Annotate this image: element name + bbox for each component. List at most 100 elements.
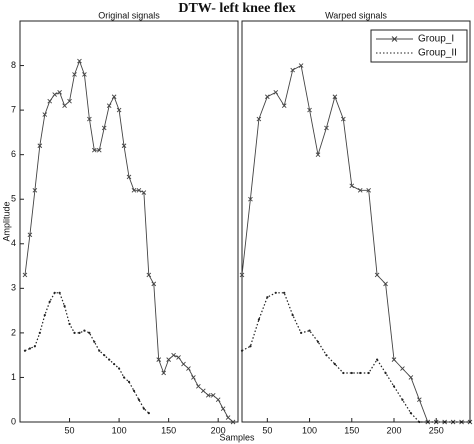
- x-tick-label: 100: [302, 425, 317, 435]
- y-tick-label: 5: [11, 194, 16, 204]
- data-point: [93, 340, 96, 343]
- data-point: [274, 291, 277, 294]
- data-point: [127, 380, 131, 383]
- data-point: [298, 63, 304, 68]
- data-point: [257, 318, 260, 321]
- y-axis-label: Amplitude: [1, 201, 11, 241]
- data-point: [62, 103, 67, 108]
- data-point: [181, 361, 186, 367]
- data-point: [101, 125, 107, 131]
- subplot-title: Warped signals: [325, 10, 387, 20]
- data-point: [146, 272, 152, 278]
- y-tick-label: 0: [11, 416, 16, 426]
- data-point: [273, 89, 279, 95]
- data-point: [161, 370, 167, 376]
- data-point: [391, 357, 397, 362]
- data-point: [332, 94, 338, 100]
- data-point: [28, 347, 32, 350]
- data-point: [401, 398, 404, 401]
- data-point: [156, 357, 162, 362]
- data-point: [290, 67, 295, 73]
- data-point: [341, 116, 346, 122]
- data-point: [367, 371, 370, 375]
- data-point: [87, 116, 92, 122]
- data-point: [38, 331, 41, 334]
- legend-marker: [391, 36, 398, 42]
- y-tick-label: 2: [11, 327, 16, 337]
- legend-box: [370, 29, 468, 63]
- data-point: [96, 147, 102, 153]
- x-axis-label: Samples: [219, 432, 255, 442]
- data-point: [32, 187, 38, 193]
- data-point: [408, 375, 414, 380]
- y-tick-label: 6: [11, 149, 16, 159]
- data-point: [376, 358, 379, 361]
- data-point: [151, 281, 157, 287]
- data-point: [283, 291, 286, 294]
- data-point: [53, 291, 56, 294]
- data-point: [77, 58, 82, 64]
- data-point: [67, 98, 72, 104]
- data-point: [256, 116, 262, 122]
- data-point: [176, 355, 181, 360]
- data-point: [409, 411, 412, 415]
- x-tick-label: 50: [262, 425, 272, 435]
- data-point: [57, 89, 62, 95]
- data-point: [384, 371, 387, 375]
- data-point: [58, 291, 61, 294]
- data-point: [121, 143, 127, 149]
- data-point: [248, 196, 253, 202]
- data-point: [171, 352, 176, 358]
- data-point: [73, 331, 76, 334]
- y-tick-label: 8: [11, 60, 16, 70]
- data-point: [230, 419, 236, 425]
- data-point: [281, 103, 287, 108]
- data-point: [78, 331, 81, 334]
- data-point: [137, 398, 141, 401]
- data-point: [349, 183, 355, 189]
- x-tick-label: 150: [161, 425, 176, 435]
- data-point: [366, 187, 371, 193]
- x-tick-label: 250: [429, 425, 444, 435]
- data-point: [116, 107, 122, 113]
- data-point: [47, 98, 53, 104]
- data-point: [117, 367, 121, 370]
- data-point: [374, 272, 380, 278]
- data-point: [417, 397, 422, 403]
- subplot-title: Original signals: [98, 10, 160, 20]
- data-point: [307, 107, 312, 113]
- data-point: [68, 322, 71, 326]
- data-point: [265, 94, 270, 100]
- data-point: [22, 272, 28, 278]
- x-tick-label: 200: [211, 425, 226, 435]
- data-point: [106, 103, 112, 108]
- data-point: [460, 420, 463, 424]
- data-point: [315, 152, 321, 157]
- x-tick-label: 150: [344, 425, 359, 435]
- data-point: [316, 340, 320, 343]
- data-point: [191, 375, 196, 380]
- data-point: [400, 366, 405, 371]
- data-point: [136, 187, 142, 193]
- data-point: [220, 406, 226, 411]
- x-tick-label: 200: [386, 425, 401, 435]
- data-point: [92, 147, 97, 153]
- data-point: [240, 349, 244, 352]
- series-line: [24, 292, 150, 414]
- data-point: [42, 112, 48, 117]
- figure-title: DTW- left knee flex: [178, 1, 295, 16]
- data-point: [357, 187, 363, 193]
- data-point: [291, 313, 294, 317]
- data-point: [43, 313, 46, 317]
- data-point: [333, 362, 336, 366]
- data-point: [166, 357, 171, 362]
- data-point: [108, 358, 111, 361]
- legend-label: Group_II: [418, 48, 457, 59]
- data-point: [131, 187, 137, 193]
- data-point: [113, 362, 116, 366]
- data-point: [266, 296, 269, 299]
- data-point: [141, 190, 147, 195]
- data-point: [215, 397, 221, 403]
- data-point: [300, 331, 303, 334]
